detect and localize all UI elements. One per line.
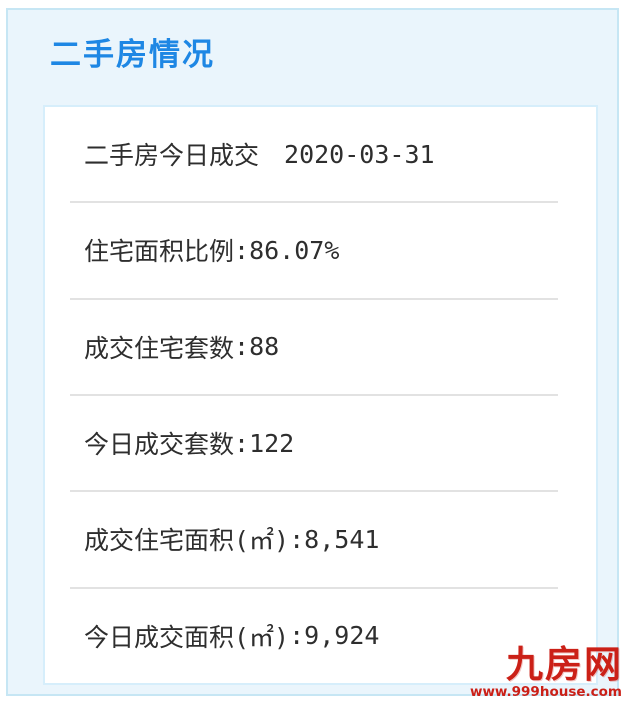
stat-value: 86.07% <box>249 235 340 265</box>
stat-separator: : <box>289 621 305 651</box>
stat-separator: : <box>234 332 250 362</box>
stat-value: 8,541 <box>304 524 380 554</box>
stat-separator: : <box>234 235 250 265</box>
row-divider <box>70 297 558 300</box>
stat-separator: : <box>234 428 250 458</box>
jiufangwang-logo: 九房网 <box>506 642 623 686</box>
stat-row-residential-area-sold: 成交住宅面积(㎡):8,541 <box>45 492 596 586</box>
stat-row-total-units-today: 今日成交套数:122 <box>45 396 596 490</box>
stat-value: 2020-03-31 <box>284 139 435 169</box>
stat-row-residential-units-sold: 成交住宅套数:88 <box>45 300 596 394</box>
stat-label: 成交住宅面积(㎡) <box>84 526 290 556</box>
panel-title: 二手房情况 <box>50 37 215 73</box>
stat-label: 今日成交面积(㎡) <box>84 622 290 652</box>
stat-label: 住宅面积比例 <box>84 237 235 267</box>
stat-row-residential-area-ratio: 住宅面积比例:86.07% <box>45 203 596 297</box>
watermark-url: www.999house.com <box>469 683 622 700</box>
stat-label: 成交住宅套数 <box>84 333 235 363</box>
stat-label: 今日成交套数 <box>84 430 235 460</box>
stat-value: 9,924 <box>304 621 380 651</box>
row-divider <box>70 586 558 589</box>
row-divider <box>70 393 558 396</box>
secondhand-housing-panel: 二手房情况 二手房今日成交 2020-03-31 住宅面积比例:86.07% 成… <box>6 8 619 696</box>
site-watermark: 九房网 www.999house.com <box>470 646 623 700</box>
row-divider <box>70 490 558 493</box>
stat-value: 122 <box>249 428 295 458</box>
stat-row-date: 二手房今日成交 2020-03-31 <box>45 107 596 201</box>
row-divider <box>70 201 558 204</box>
stat-separator: : <box>289 524 305 554</box>
stat-separator <box>259 136 284 172</box>
stat-value: 88 <box>249 332 280 362</box>
stats-card: 二手房今日成交 2020-03-31 住宅面积比例:86.07% 成交住宅套数:… <box>43 105 598 685</box>
stat-label: 二手房今日成交 <box>84 141 260 171</box>
stat-row-total-area-today: 今日成交面积(㎡):9,924 <box>45 589 596 683</box>
